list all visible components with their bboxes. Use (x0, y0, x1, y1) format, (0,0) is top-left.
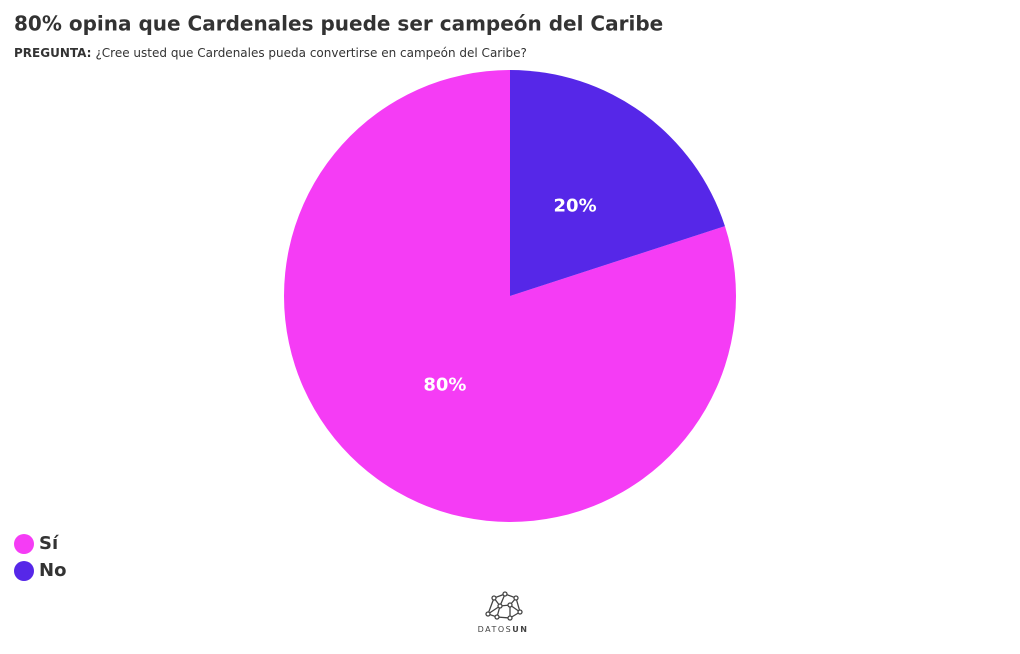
subtitle-label: PREGUNTA: (14, 46, 91, 60)
logo-part: UN (512, 625, 528, 634)
chart-title: 80% opina que Cardenales puede ser campe… (14, 12, 663, 36)
pie-slice (510, 70, 725, 296)
subtitle: PREGUNTA: ¿Cree usted que Cardenales pued… (14, 46, 527, 60)
logo-part: DATOS (478, 625, 513, 634)
logo-icon (485, 591, 523, 621)
slice-label: 20% (554, 195, 597, 216)
legend-label: Sí (39, 533, 59, 554)
pie-slice (284, 70, 737, 522)
legend-label: No (39, 560, 66, 581)
legend-swatch (14, 534, 34, 554)
legend-swatch (14, 561, 34, 581)
slice-label: 80% (423, 375, 466, 396)
subtitle-text: ¿Cree usted que Cardenales pueda convert… (95, 46, 527, 60)
logo-text: DATOSUN (478, 625, 529, 634)
